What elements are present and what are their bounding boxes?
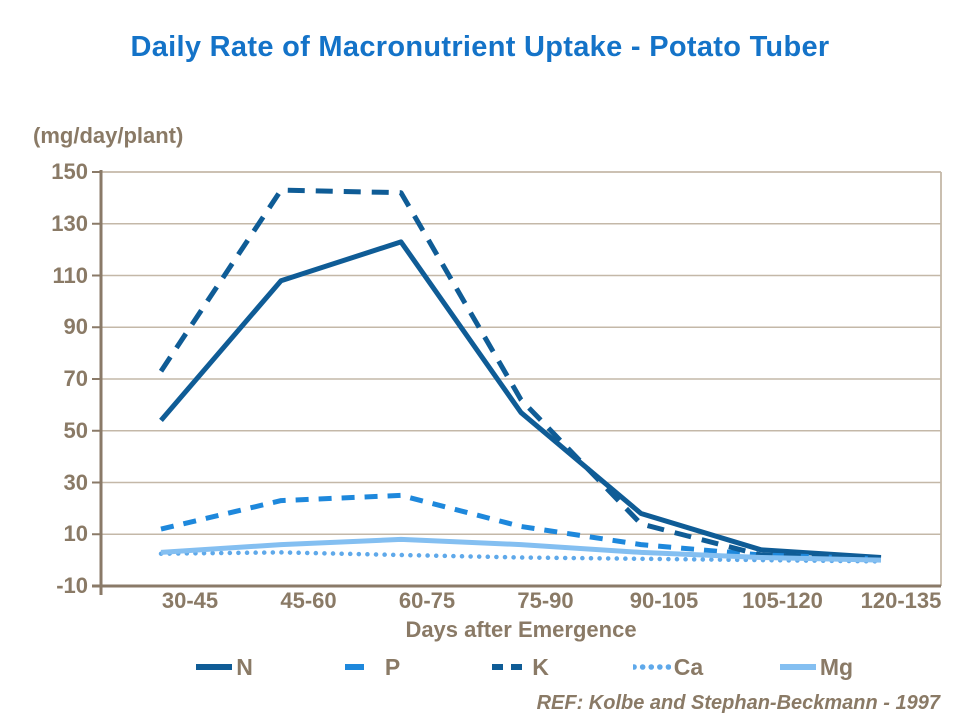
y-axis-tick-label: 50	[63, 417, 88, 443]
legend-item-P: P	[298, 650, 446, 684]
series-line-N	[159, 239, 882, 560]
reference-note: REF: Kolbe and Stephan-Beckmann - 1997	[536, 692, 940, 714]
x-axis-tick-label: 75-90	[517, 588, 574, 613]
legend-item-K: K	[446, 650, 594, 684]
chart-legend: N P K Ca Mg	[150, 650, 890, 684]
legend-label-Mg: Mg	[819, 653, 854, 680]
legend-item-N: N	[150, 650, 298, 684]
chart-title: Daily Rate of Macronutrient Uptake - Pot…	[130, 31, 830, 63]
x-axis-title: Days after Emergence	[405, 617, 637, 642]
legend-swatch-K	[492, 664, 529, 670]
legend-swatch-N	[196, 664, 233, 670]
legend-label-N: N	[236, 653, 253, 680]
legend-swatch-Mg	[779, 664, 816, 670]
x-axis-tick-label: 90-105	[629, 588, 699, 613]
x-axis-tick-label: 105-120	[742, 588, 823, 613]
series-line-K	[158, 187, 882, 562]
legend-label-P: P	[384, 653, 401, 680]
y-axis-tick-label: 110	[52, 262, 89, 288]
legend-label-K: K	[532, 653, 549, 680]
series-line-Ca	[158, 550, 884, 564]
y-axis-tick-label: 30	[63, 469, 88, 495]
y-axis-tick-label: 150	[51, 159, 88, 184]
gridlines	[101, 222, 941, 536]
legend-swatch-P	[344, 664, 381, 670]
legend-item-Mg: Mg	[742, 650, 890, 684]
y-axis-tick-label: 130	[51, 210, 88, 236]
x-axis-tick-label: 30-45	[161, 588, 219, 613]
x-axis-tick-label: 45-60	[280, 588, 337, 613]
series-lines	[158, 187, 884, 564]
y-axis-title: (mg/day/plant)	[33, 123, 184, 148]
plot-frame	[92, 170, 942, 595]
x-axis-tick-label: 60-75	[398, 588, 456, 613]
x-axis-tick-label: 120-135	[860, 588, 942, 613]
y-axis-tick-label: 10	[63, 521, 88, 547]
series-line-Mg	[160, 536, 882, 563]
axis-ticks	[92, 171, 101, 587]
y-axis-tick-label: -10	[56, 573, 88, 598]
y-axis-tick-label: 70	[63, 366, 88, 391]
y-axis-tick-label: 90	[63, 314, 88, 340]
legend-label-Ca: Ca	[673, 653, 704, 680]
legend-item-Ca: Ca	[594, 650, 742, 684]
legend-swatch-Ca	[632, 664, 671, 670]
